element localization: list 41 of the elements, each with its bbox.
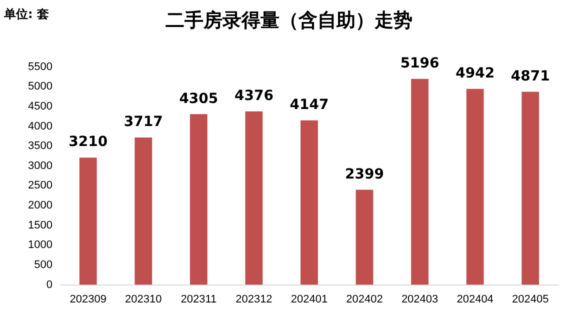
x-tick-label: 202402 [346, 293, 383, 306]
bar [79, 158, 97, 285]
bar [245, 111, 263, 285]
bar [466, 88, 484, 285]
bar [411, 78, 429, 285]
bar [356, 190, 374, 285]
bar [134, 137, 152, 285]
y-tick-label: 3000 [28, 160, 52, 172]
text: 单位: 套 [4, 6, 49, 23]
chart-title: 二手房录得量（含自助）走势 [166, 9, 412, 32]
data-label: 4305 [179, 90, 218, 107]
data-label: 4942 [456, 66, 495, 82]
data-label: 5196 [400, 55, 440, 72]
data-label: 3717 [124, 114, 163, 130]
y-tick-label: 1000 [28, 239, 52, 252]
data-label: 4147 [290, 97, 329, 114]
y-tick-label: 0 [46, 278, 52, 291]
x-tick-label: 202311 [180, 293, 217, 306]
data-label: 4376 [234, 88, 274, 104]
x-tick-label: 202309 [70, 293, 106, 306]
bar [300, 120, 318, 285]
x-tick-label: 202401 [290, 293, 328, 306]
y-tick-label: 4000 [28, 120, 52, 132]
y-tick-label: 2000 [28, 200, 52, 212]
y-tick-label: 1500 [28, 219, 52, 232]
x-tick-label: 202403 [401, 293, 438, 306]
y-tick-label: 2500 [28, 180, 52, 192]
data-label: 4871 [510, 68, 550, 84]
x-tick-label: 202405 [512, 293, 549, 306]
x-tick-label: 202404 [456, 293, 494, 306]
bar [522, 92, 540, 285]
data-label: 3210 [68, 134, 108, 150]
y-tick-label: 500 [34, 259, 52, 272]
data-label: 2399 [345, 166, 384, 182]
y-tick-label: 3500 [28, 140, 52, 152]
x-tick-label: 202312 [236, 293, 272, 306]
y-tick-label: 4500 [28, 100, 52, 112]
x-tick-label: 202310 [125, 293, 162, 306]
y-tick-label: 5000 [28, 80, 52, 93]
y-tick-label: 5500 [28, 60, 52, 73]
bar [190, 114, 208, 285]
